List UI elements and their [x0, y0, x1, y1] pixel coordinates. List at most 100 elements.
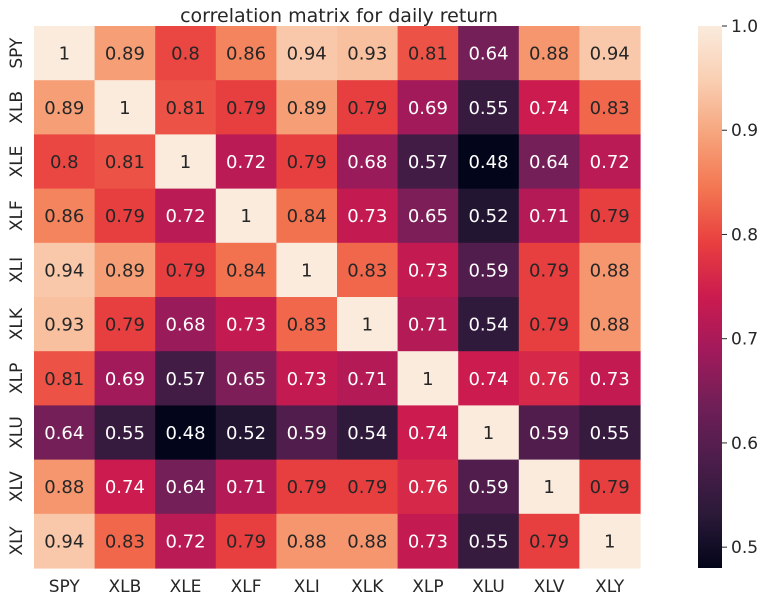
heatmap-cell-XLU-XLB — [94, 405, 156, 461]
heatmap-cell-SPY-XLB — [94, 26, 156, 81]
heatmap-cell-XLP-XLU — [458, 351, 520, 406]
heatmap-cell-XLK-XLF — [215, 297, 277, 352]
cell-label-XLI-SPY: 0.94 — [44, 260, 84, 281]
heatmap-cell-XLY-XLI — [276, 513, 338, 569]
heatmap-cell-XLI-XLI — [276, 242, 338, 298]
cell-label-SPY-XLP: 0.81 — [408, 44, 448, 65]
heatmap-cell-XLK-XLK — [337, 297, 399, 352]
heatmap-cell-XLE-XLK — [337, 134, 399, 190]
heatmap-cell-XLI-XLF — [215, 242, 277, 298]
heatmap-cell-SPY-XLF — [215, 26, 277, 81]
heatmap-cell-SPY-XLY — [579, 26, 641, 81]
cell-label-XLV-XLP: 0.76 — [408, 477, 448, 498]
cell-label-XLK-SPY: 0.93 — [44, 315, 84, 336]
cell-label-XLV-XLE: 0.64 — [165, 477, 205, 498]
heatmap-cell-SPY-XLI — [276, 26, 338, 81]
heatmap-cells — [34, 26, 641, 569]
cell-label-XLB-XLY: 0.83 — [590, 98, 630, 119]
heatmap-cell-XLF-XLY — [579, 188, 641, 244]
heatmap-cell-XLI-XLK — [337, 242, 399, 298]
cell-label-XLY-SPY: 0.94 — [44, 531, 84, 552]
heatmap-cell-XLF-XLE — [155, 188, 217, 244]
heatmap-cell-XLE-SPY — [34, 134, 96, 190]
y-tick-label-XLE: XLE — [7, 146, 27, 178]
heatmap-cell-XLV-XLB — [94, 459, 156, 515]
heatmap-cell-XLI-SPY — [34, 242, 96, 298]
colorbar-tick-label: 0.9 — [731, 121, 758, 141]
heatmap-cell-XLK-XLU — [458, 297, 520, 352]
y-tick-label-XLF: XLF — [7, 200, 27, 231]
cell-label-XLY-XLY: 1 — [604, 531, 615, 552]
cell-label-XLB-XLF: 0.79 — [226, 98, 266, 119]
heatmap-cell-XLF-XLK — [337, 188, 399, 244]
heatmap-cell-XLV-XLY — [579, 459, 641, 515]
cell-label-XLI-XLY: 0.88 — [590, 260, 630, 281]
heatmap-cell-XLP-XLI — [276, 351, 338, 406]
cell-label-XLF-XLP: 0.65 — [408, 206, 448, 227]
cell-label-XLU-SPY: 0.64 — [44, 423, 84, 444]
cell-label-XLF-XLV: 0.71 — [529, 206, 569, 227]
heatmap-cell-SPY-XLV — [518, 26, 580, 81]
heatmap-cell-XLK-XLI — [276, 297, 338, 352]
cell-label-XLI-XLU: 0.59 — [468, 260, 508, 281]
heatmap-cell-XLF-XLI — [276, 188, 338, 244]
colorbar-tick-label: 1.0 — [731, 17, 758, 37]
cell-label-XLP-XLU: 0.74 — [468, 369, 508, 390]
x-axis-ticks: SPY XLB XLE XLF XLI XLK XLP XLU XLV XLY — [49, 577, 625, 597]
heatmap-cell-XLP-XLK — [337, 351, 399, 406]
x-tick-label-SPY: SPY — [49, 577, 81, 597]
heatmap-cell-XLI-XLE — [155, 242, 217, 298]
heatmap-cell-XLY-XLB — [94, 513, 156, 569]
heatmap-cell-XLV-XLU — [458, 459, 520, 515]
colorbar-tick-label: 0.7 — [731, 330, 758, 350]
heatmap-cell-XLF-XLF — [215, 188, 277, 244]
heatmap-cell-XLP-XLB — [94, 351, 156, 406]
colorbar-tick-label: 0.5 — [731, 538, 758, 558]
x-tick-label-XLY: XLY — [595, 577, 625, 597]
cell-label-XLU-XLP: 0.74 — [408, 423, 448, 444]
heatmap-cell-SPY-XLE — [155, 26, 217, 81]
cell-label-XLE-XLV: 0.64 — [529, 152, 569, 173]
x-tick-label-XLF: XLF — [231, 577, 262, 597]
heatmap-cell-XLB-XLU — [458, 80, 520, 135]
heatmap-cell-XLV-XLI — [276, 459, 338, 515]
colorbar-tick-label: 0.8 — [731, 225, 758, 245]
heatmap-cell-XLY-XLY — [579, 513, 641, 569]
cell-label-XLV-XLF: 0.71 — [226, 477, 266, 498]
heatmap-cell-XLU-XLF — [215, 405, 277, 461]
cell-label-XLP-XLV: 0.76 — [529, 369, 569, 390]
cell-label-XLV-XLB: 0.74 — [105, 477, 145, 498]
heatmap-cell-XLY-XLP — [397, 513, 459, 569]
heatmap-cell-XLV-XLV — [518, 459, 580, 515]
heatmap-cell-XLV-XLE — [155, 459, 217, 515]
cell-label-XLY-XLP: 0.73 — [408, 531, 448, 552]
heatmap-cell-XLK-XLE — [155, 297, 217, 352]
heatmap-cell-XLE-XLU — [458, 134, 520, 190]
cell-label-XLE-XLY: 0.72 — [590, 152, 630, 173]
heatmap-cell-XLF-XLP — [397, 188, 459, 244]
y-tick-label-XLU: XLU — [7, 416, 27, 449]
cell-label-XLU-XLU: 1 — [483, 423, 494, 444]
cell-label-XLF-XLE: 0.72 — [165, 206, 205, 227]
cell-label-XLU-XLY: 0.55 — [590, 423, 630, 444]
cell-label-XLV-SPY: 0.88 — [44, 477, 84, 498]
cell-label-XLP-XLF: 0.65 — [226, 369, 266, 390]
heatmap-cell-XLB-XLE — [155, 80, 217, 135]
heatmap-cell-XLB-XLB — [94, 80, 156, 135]
y-tick-label-SPY: SPY — [7, 37, 27, 69]
heatmap-cell-XLP-XLV — [518, 351, 580, 406]
cell-label-XLP-XLI: 0.73 — [287, 369, 327, 390]
cell-label-XLP-XLE: 0.57 — [165, 369, 205, 390]
cell-label-SPY-XLK: 0.93 — [347, 44, 387, 65]
heatmap-cell-XLF-XLU — [458, 188, 520, 244]
heatmap-cell-XLP-XLF — [215, 351, 277, 406]
colorbar-tick-label: 0.6 — [731, 434, 758, 454]
heatmap-cell-XLF-XLB — [94, 188, 156, 244]
heatmap-cell-XLE-XLP — [397, 134, 459, 190]
cell-label-XLE-XLI: 0.79 — [287, 152, 327, 173]
cell-label-XLB-SPY: 0.89 — [44, 98, 84, 119]
heatmap-cell-XLB-SPY — [34, 80, 96, 135]
heatmap-cell-XLB-XLY — [579, 80, 641, 135]
colorbar-gradient — [698, 26, 722, 568]
cell-label-XLU-XLV: 0.59 — [529, 423, 569, 444]
